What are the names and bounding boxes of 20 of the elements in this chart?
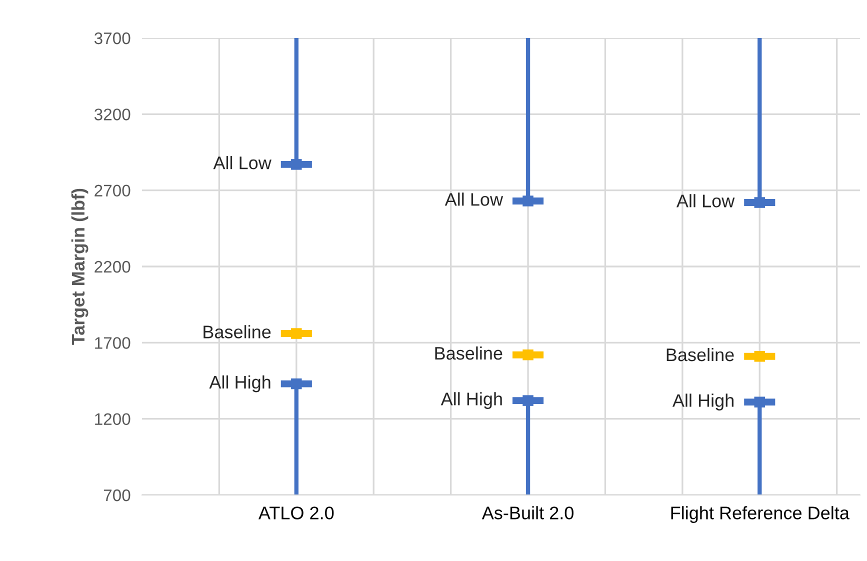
series-label: All Low bbox=[444, 192, 504, 206]
text: All Low bbox=[676, 194, 735, 208]
y-axis-title: Target Margin (lbf) bbox=[71, 188, 88, 345]
text: All High bbox=[209, 375, 270, 392]
legend-label: Baseline bbox=[435, 346, 502, 360]
y-tick-label: 2700 bbox=[94, 184, 130, 197]
text: All High bbox=[672, 394, 734, 410]
y-tick-label: 3700 bbox=[94, 32, 130, 44]
y-tick-label: 3200 bbox=[94, 108, 130, 120]
y-tick-label: 1700 bbox=[95, 337, 130, 349]
y-tick-label: 2200 bbox=[94, 260, 130, 273]
text: All Low bbox=[213, 156, 272, 170]
x-tick-label: As-Built 2.0 bbox=[482, 506, 574, 520]
series-label: All High bbox=[440, 392, 502, 409]
text: Baseline bbox=[666, 348, 734, 362]
x-tick-label: Flight Reference Delta bbox=[671, 506, 850, 523]
x-tick-label: ATLO 2.0 bbox=[258, 506, 334, 520]
y-tick-label: 1200 bbox=[95, 413, 130, 426]
text: Baseline bbox=[204, 325, 271, 338]
y-tick-label: 700 bbox=[104, 489, 130, 502]
